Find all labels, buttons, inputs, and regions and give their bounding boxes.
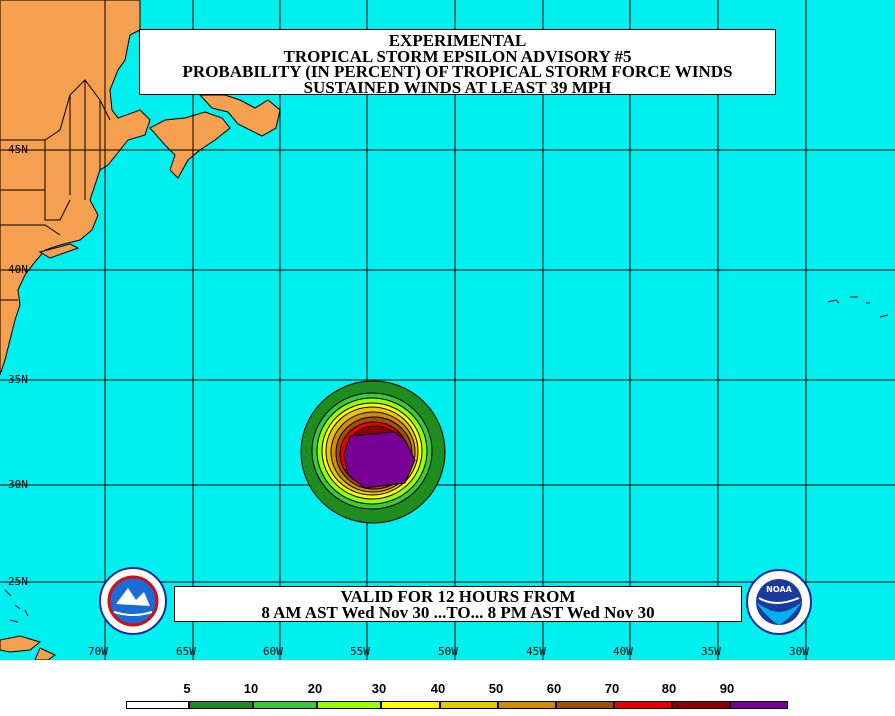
lon-label-65w: 65W [176,645,196,658]
legend-label-90: 90 [719,681,735,696]
lat-label-40n: 40N [8,263,28,276]
legend-swatch [672,701,730,709]
lon-label-60w: 60W [263,645,283,658]
noaa-logo-icon: NOAA [746,569,812,635]
lon-label-40w: 40W [613,645,633,658]
title-sustained-winds: SUSTAINED WINDS AT LEAST 39 MPH [303,77,612,97]
legend-swatch [440,701,498,709]
legend-swatch [498,701,556,709]
contour-90 [343,431,416,489]
legend-swatch [381,701,440,709]
national-weather-service-logo-icon [99,567,167,635]
legend-swatch [126,701,189,709]
lon-label-55w: 55W [350,645,370,658]
land-long-island [38,243,80,259]
map-canvas [0,0,895,660]
legend-swatch [317,701,381,709]
legend-swatch [730,701,788,709]
lon-label-35w: 35W [701,645,721,658]
land-newfoundland [198,94,281,137]
legend-label-40: 40 [430,681,446,696]
valid-heading: VALID FOR 12 HOURS FROM [340,587,576,606]
land-maritimes [149,111,231,179]
ocean [0,0,895,660]
lon-label-30w: 30W [789,645,809,658]
legend-swatch [556,701,614,709]
legend-label-80: 80 [661,681,677,696]
legend-label-50: 50 [488,681,504,696]
legend-label-30: 30 [371,681,387,696]
land-azores [827,296,889,318]
valid-time-range: 8 AM AST Wed Nov 30 ...TO... 8 PM AST We… [261,602,655,622]
legend-swatch [189,701,253,709]
lon-label-50w: 50W [438,645,458,658]
land-north-america [0,0,151,376]
legend-label-5: 5 [183,681,191,696]
noaa-logo-text: NOAA [766,585,792,594]
lon-label-45w: 45W [526,645,546,658]
title-advisory: TROPICAL STORM EPSILON ADVISORY #5 [283,46,632,66]
legend-label-60: 60 [546,681,562,696]
title-box: EXPERIMENTAL TROPICAL STORM EPSILON ADVI… [139,29,776,95]
land-bahamas [4,589,29,623]
legend-swatch [253,701,317,709]
legend-label-70: 70 [604,681,620,696]
title-probability: PROBABILITY (IN PERCENT) OF TROPICAL STO… [182,62,733,81]
map-frame: EXPERIMENTAL TROPICAL STORM EPSILON ADVI… [0,0,895,660]
lat-label-30n: 30N [8,478,28,491]
valid-period-box: VALID FOR 12 HOURS FROM 8 AM AST Wed Nov… [174,586,742,622]
lat-label-35n: 35N [8,373,28,386]
lat-label-45n: 45N [8,143,28,156]
legend-label-10: 10 [243,681,259,696]
legend-label-20: 20 [307,681,323,696]
probability-contours [300,380,446,524]
lon-label-70w: 70W [88,645,108,658]
land-caribbean [0,635,56,660]
title-experimental: EXPERIMENTAL [388,31,527,50]
lat-label-25n: 25N [8,575,28,588]
legend-swatch [614,701,672,709]
